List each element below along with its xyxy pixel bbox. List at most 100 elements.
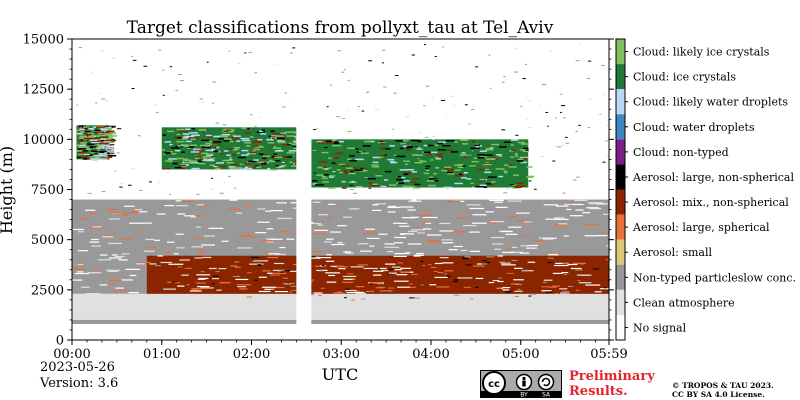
speckle xyxy=(379,141,384,143)
speckle xyxy=(465,264,472,266)
speckle xyxy=(476,168,485,171)
speckle xyxy=(294,100,297,102)
speckle xyxy=(90,141,100,144)
speckle xyxy=(197,151,203,154)
speckle xyxy=(273,153,277,156)
speckle xyxy=(483,163,492,165)
speckle xyxy=(345,167,353,169)
speckle xyxy=(261,129,265,132)
speckle xyxy=(244,52,247,54)
speckle xyxy=(76,271,84,273)
speckle xyxy=(241,154,249,156)
speckle xyxy=(446,171,453,174)
speckle xyxy=(513,279,524,281)
speckle xyxy=(516,212,530,214)
speckle xyxy=(575,130,578,132)
speckle xyxy=(372,270,384,272)
speckle xyxy=(361,110,365,112)
speckle xyxy=(96,126,105,128)
speckle xyxy=(186,147,191,149)
speckle xyxy=(338,268,346,270)
speckle xyxy=(120,238,133,240)
speckle xyxy=(281,138,290,141)
speckle xyxy=(430,159,434,161)
speckle xyxy=(176,140,185,143)
speckle xyxy=(403,173,409,176)
speckle xyxy=(87,132,95,134)
speckle xyxy=(390,161,398,164)
preliminary-results-notice: Preliminary Results. xyxy=(569,369,655,399)
speckle xyxy=(173,253,179,255)
speckle xyxy=(481,263,488,265)
speckle xyxy=(425,167,429,169)
speckle xyxy=(291,143,299,145)
speckle xyxy=(407,209,416,211)
speckle xyxy=(98,128,103,131)
speckle xyxy=(464,256,471,258)
speckle xyxy=(601,64,605,66)
speckle xyxy=(539,104,542,106)
speckle xyxy=(362,145,371,147)
speckle xyxy=(317,166,323,169)
legend-swatch xyxy=(616,189,625,215)
speckle xyxy=(101,98,106,100)
legend-swatch xyxy=(616,114,625,140)
date-label: 2023-05-26 xyxy=(40,360,115,375)
speckle xyxy=(281,164,287,167)
speckle xyxy=(594,291,602,293)
speckle xyxy=(526,247,537,249)
speckle xyxy=(350,170,354,173)
speckle xyxy=(474,144,480,146)
speckle xyxy=(121,214,129,216)
speckle xyxy=(78,144,86,147)
speckle xyxy=(100,142,108,145)
speckle xyxy=(191,127,195,130)
speckle xyxy=(483,163,492,166)
speckle xyxy=(520,162,524,164)
speckle xyxy=(446,275,451,277)
speckle xyxy=(605,259,609,261)
speckle xyxy=(72,267,79,269)
speckle xyxy=(213,150,219,153)
speckle xyxy=(555,205,569,207)
speckle xyxy=(565,292,569,294)
speckle xyxy=(445,149,453,151)
speckle xyxy=(90,158,99,160)
speckle xyxy=(289,52,293,54)
speckle xyxy=(384,243,395,245)
speckle xyxy=(99,138,107,141)
speckle xyxy=(525,63,527,65)
speckle xyxy=(394,252,409,255)
speckle xyxy=(104,146,108,148)
speckle xyxy=(473,157,476,159)
speckle xyxy=(486,183,491,185)
speckle xyxy=(284,270,291,272)
speckle xyxy=(580,263,584,265)
speckle xyxy=(525,118,529,120)
speckle xyxy=(434,276,448,279)
speckle xyxy=(227,130,234,133)
speckle xyxy=(342,275,357,278)
speckle xyxy=(154,239,161,241)
speckle xyxy=(202,205,209,207)
speckle xyxy=(582,212,591,214)
speckle xyxy=(471,109,475,111)
speckle xyxy=(254,279,258,281)
speckle xyxy=(490,184,495,186)
speckle xyxy=(78,126,82,129)
speckle xyxy=(503,171,508,174)
speckle xyxy=(343,278,355,280)
legend-swatch xyxy=(616,214,625,240)
speckle xyxy=(261,240,275,242)
speckle xyxy=(585,223,599,226)
speckle xyxy=(270,286,285,289)
speckle xyxy=(107,143,115,146)
speckle xyxy=(100,128,108,131)
speckle xyxy=(373,274,382,276)
y-tick-label: 2500 xyxy=(31,283,64,298)
speckle xyxy=(398,182,405,184)
speckle xyxy=(254,125,257,127)
speckle xyxy=(407,243,422,245)
speckle xyxy=(257,160,261,162)
